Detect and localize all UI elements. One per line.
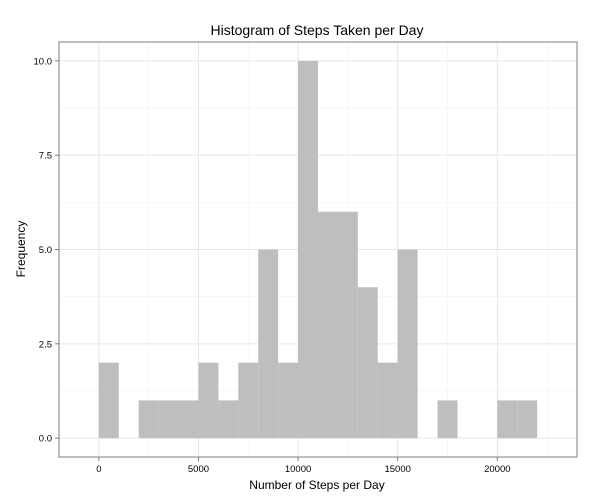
x-tick-label: 5000 <box>188 464 209 475</box>
histogram-bar-6000-7000 <box>218 400 239 439</box>
x-tick-label: 0 <box>96 464 101 475</box>
histogram-bar-11000-12000 <box>318 211 338 439</box>
y-tick-label: 0.0 <box>39 434 52 445</box>
histogram-bar-20000-21000 <box>497 400 518 439</box>
histogram-bar-2000-3000 <box>138 400 159 439</box>
histogram-bar-21000-22000 <box>517 400 538 439</box>
histogram-bar-14000-15000 <box>377 362 398 439</box>
y-tick-label: 5.0 <box>39 245 52 256</box>
histogram-bar-9000-10000 <box>278 362 299 439</box>
histogram-bar-4000-5000 <box>178 400 199 439</box>
y-tick-label: 7.5 <box>39 151 52 162</box>
histogram-bar-7000-8000 <box>238 362 259 439</box>
histogram-bar-3000-4000 <box>158 400 179 439</box>
y-axis-title: Frequency <box>14 221 28 278</box>
y-tick-label: 10.0 <box>34 56 53 67</box>
histogram-bar-0-1000 <box>98 362 119 439</box>
x-axis-title: Number of Steps per Day <box>249 478 384 492</box>
y-tick-label: 2.5 <box>39 339 52 350</box>
y-axis-ticks: 0.0 2.5 5.0 7.5 10.0 <box>34 56 59 445</box>
x-axis-ticks: 0 5000 10000 15000 20000 <box>96 457 511 475</box>
histogram-bar-15000-16000 <box>397 249 418 439</box>
histogram-bar-12000-13000 <box>337 211 358 439</box>
x-tick-label: 15000 <box>384 464 410 475</box>
histogram-bar-8000-9000 <box>258 249 279 439</box>
chart-title: Histogram of Steps Taken per Day <box>211 22 424 38</box>
histogram-bar-13000-14000 <box>357 287 378 439</box>
histogram-bar-10000-11000 <box>298 60 318 439</box>
x-tick-label: 20000 <box>484 464 510 475</box>
x-tick-label: 10000 <box>285 464 311 475</box>
histogram-bar-5000-6000 <box>198 362 219 439</box>
histogram-bars <box>98 60 538 439</box>
histogram-bar-17000-18000 <box>437 400 458 439</box>
